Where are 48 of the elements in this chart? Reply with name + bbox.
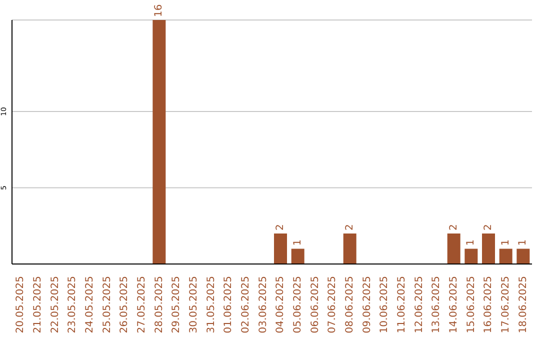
x-tick-label: 04.06.2025 (275, 276, 286, 334)
data-label: 2 (344, 224, 356, 230)
bar (464, 248, 478, 264)
data-label: 2 (275, 224, 286, 230)
bar (274, 234, 287, 264)
x-tick-label: 24.05.2025 (84, 276, 96, 334)
x-tick-label: 06.06.2025 (310, 276, 321, 334)
x-tick-label: 28.05.2025 (154, 276, 165, 334)
data-label: 2 (483, 224, 494, 230)
x-tick-label: 18.06.2025 (518, 276, 529, 334)
data-label: 1 (466, 239, 477, 246)
bar (291, 248, 304, 264)
x-tick-label: 02.06.2025 (240, 276, 252, 334)
x-tick-label: 26.05.2025 (119, 276, 130, 334)
x-tick-label: 11.06.2025 (396, 276, 408, 334)
x-tick-label: 12.06.2025 (414, 276, 425, 334)
x-tick-label: 15.06.2025 (466, 276, 477, 334)
data-label: 1 (518, 239, 529, 246)
bar (482, 234, 495, 264)
x-tick-label: 22.05.2025 (50, 276, 61, 334)
x-tick-label: 08.06.2025 (344, 276, 356, 334)
x-tick-label: 21.05.2025 (32, 276, 44, 334)
bar (343, 234, 356, 264)
x-tick-label: 09.06.2025 (362, 276, 373, 334)
x-tick-label: 23.05.2025 (67, 276, 78, 334)
data-label: 1 (292, 239, 304, 246)
bar (516, 248, 530, 264)
x-tick-label: 27.05.2025 (136, 276, 148, 334)
x-tick-label: 25.05.2025 (102, 276, 113, 334)
x-tick-label: 16.06.2025 (483, 276, 494, 334)
x-tick-label: 29.05.2025 (171, 276, 182, 334)
x-tick-label: 20.05.2025 (15, 276, 26, 334)
x-tick-label: 17.06.2025 (500, 276, 512, 334)
x-tick-label: 31.05.2025 (206, 276, 217, 334)
data-label: 1 (500, 239, 512, 246)
data-label: 2 (448, 224, 460, 230)
x-tick-label: 10.06.2025 (379, 276, 390, 334)
x-tick-label: 30.05.2025 (188, 276, 200, 334)
data-label: 16 (154, 4, 165, 17)
x-tick-label: 01.06.2025 (223, 276, 234, 334)
bar (447, 234, 460, 264)
x-tick-label: 07.06.2025 (327, 276, 338, 334)
x-tick-label: 03.06.2025 (258, 276, 269, 334)
x-tick-label: 14.06.2025 (448, 276, 460, 334)
x-tick-label: 13.06.2025 (431, 276, 442, 334)
bar (499, 248, 512, 264)
bar (152, 20, 166, 264)
x-tick-label: 05.06.2025 (292, 276, 304, 334)
